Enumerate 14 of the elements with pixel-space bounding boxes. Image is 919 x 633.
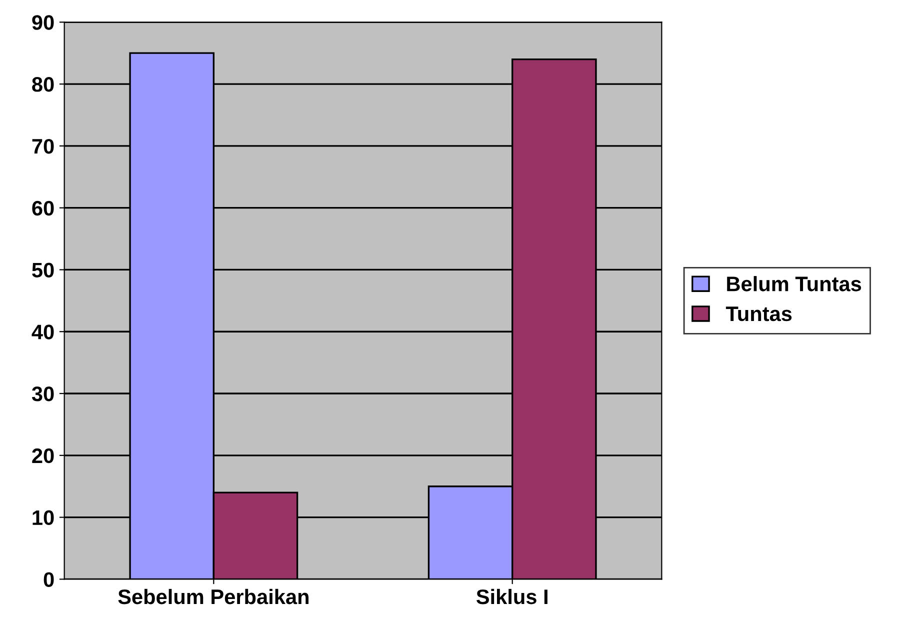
- y-tick-label: 80: [32, 77, 54, 92]
- y-tick-label: 30: [32, 386, 54, 402]
- y-tick-label: 60: [32, 200, 54, 216]
- y-tick-label: 40: [32, 324, 54, 340]
- y-tick-label: 0: [44, 572, 54, 587]
- legend-label: Belum Tuntas: [727, 276, 862, 292]
- legend-label: Tuntas: [726, 306, 792, 322]
- y-tick-label: 20: [32, 448, 54, 464]
- x-tick-label: Sebelum Perbaikan: [118, 588, 308, 604]
- y-tick-label: 10: [32, 510, 54, 526]
- y-tick-label: 50: [32, 262, 54, 278]
- y-tick-label: 70: [32, 138, 54, 154]
- y-tick-label: 90: [32, 15, 54, 30]
- x-tick-label: Siklus I: [476, 588, 548, 604]
